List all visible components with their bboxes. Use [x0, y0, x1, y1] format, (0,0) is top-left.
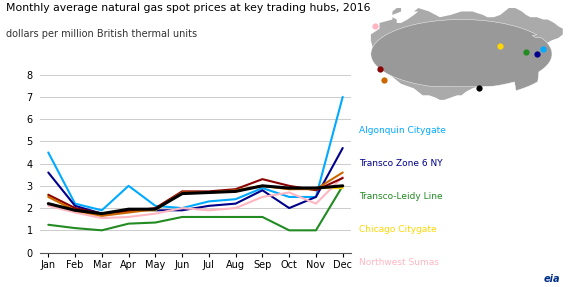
- Text: dollars per million British thermal units: dollars per million British thermal unit…: [6, 29, 197, 39]
- Polygon shape: [371, 8, 563, 100]
- Text: Monthly average natural gas spot prices at key trading hubs, 2016: Monthly average natural gas spot prices …: [6, 3, 370, 13]
- Polygon shape: [371, 20, 552, 91]
- Text: Transco Zone 6 NY: Transco Zone 6 NY: [359, 159, 443, 168]
- Text: Chicago Citygate: Chicago Citygate: [359, 225, 437, 234]
- Text: Northwest Sumas: Northwest Sumas: [359, 258, 439, 267]
- Text: Transco-Leidy Line: Transco-Leidy Line: [359, 192, 443, 201]
- Text: eia: eia: [544, 274, 561, 284]
- Text: Algonquin Citygate: Algonquin Citygate: [359, 126, 446, 135]
